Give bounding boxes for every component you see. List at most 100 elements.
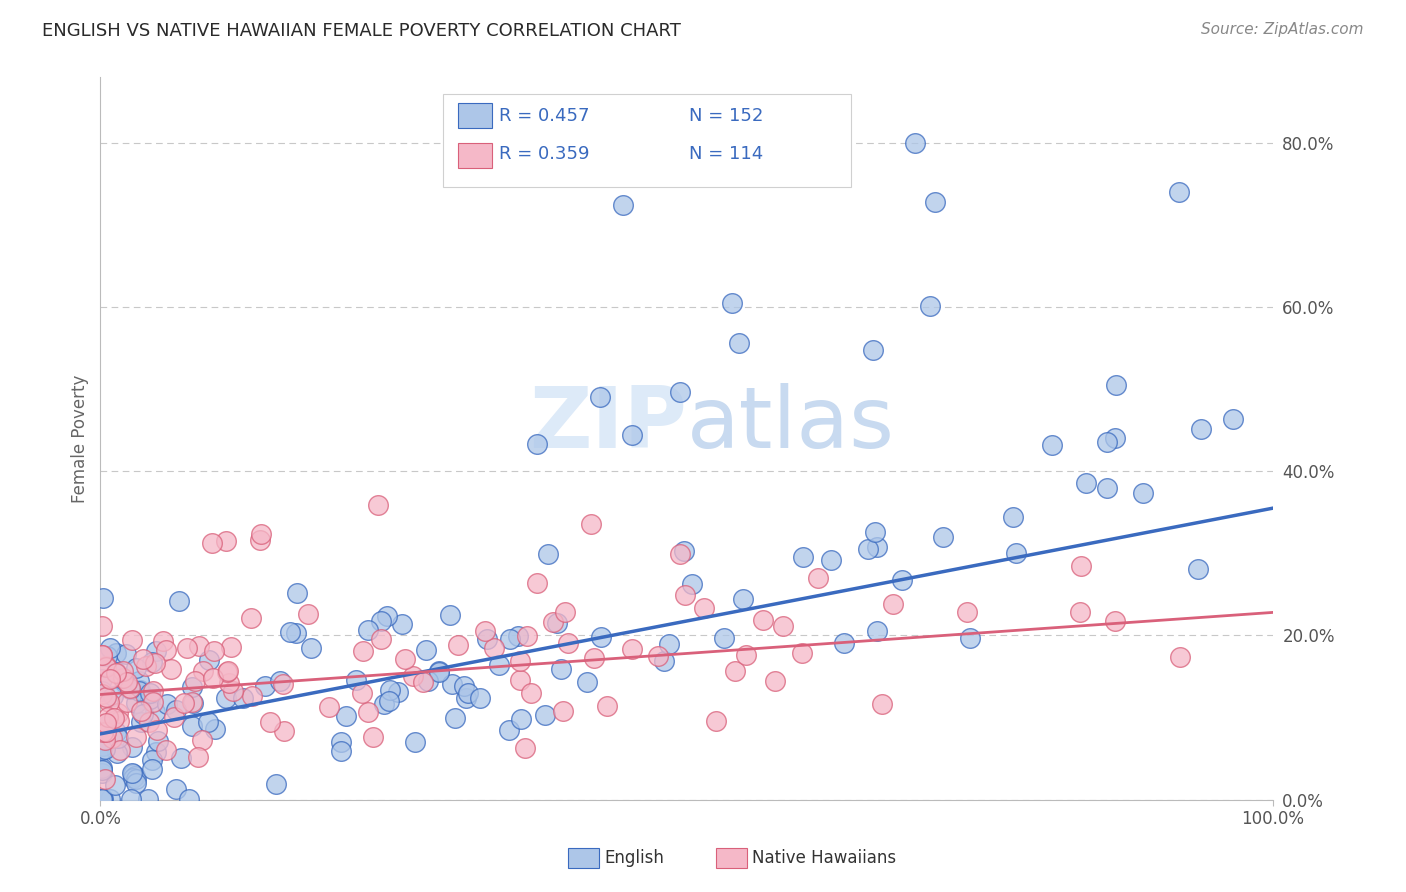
Point [129, 704, 152, 718]
Point [509, 654, 531, 668]
Point [378, 682, 401, 697]
Point [541, 615, 564, 629]
Point [456, 690, 478, 705]
Point [956, 605, 979, 619]
Point [1040, 438, 1063, 452]
Point [890, 574, 912, 588]
Point [240, 611, 263, 625]
Point [499, 632, 522, 646]
Point [533, 708, 555, 723]
Point [125, 661, 148, 675]
Point [266, 776, 288, 790]
Point [98, 672, 121, 686]
Point [143, 656, 166, 670]
Point [90, 791, 112, 805]
Point [141, 655, 163, 669]
Point [918, 299, 941, 313]
Point [93, 723, 115, 737]
Point [453, 679, 475, 693]
Point [115, 675, 138, 690]
Point [285, 586, 308, 600]
Point [792, 550, 814, 565]
Point [90, 761, 112, 775]
Point [173, 697, 195, 711]
Point [90, 648, 112, 663]
Point [141, 762, 163, 776]
Point [142, 684, 165, 698]
Point [866, 540, 889, 554]
Point [105, 746, 128, 760]
Point [166, 703, 188, 717]
Point [138, 714, 160, 729]
Point [124, 769, 146, 783]
Point [181, 719, 204, 733]
Point [202, 644, 225, 658]
Point [772, 619, 794, 633]
Point [350, 686, 373, 700]
Point [1167, 186, 1189, 200]
Point [105, 725, 128, 739]
Point [862, 343, 884, 357]
Point [387, 684, 409, 698]
Point [904, 136, 927, 150]
Point [111, 664, 134, 678]
Point [141, 753, 163, 767]
Point [91, 725, 114, 739]
Point [132, 652, 155, 666]
Point [735, 648, 758, 663]
Point [856, 542, 879, 557]
Point [110, 743, 132, 757]
Point [446, 638, 468, 652]
Point [439, 607, 461, 622]
Point [138, 685, 160, 699]
Point [105, 665, 128, 680]
Point [91, 791, 114, 805]
Point [105, 646, 128, 660]
Point [232, 691, 254, 706]
Point [652, 653, 675, 667]
Point [98, 672, 121, 686]
Point [197, 714, 219, 729]
Point [959, 631, 981, 645]
Point [121, 771, 143, 785]
Point [375, 608, 398, 623]
Point [124, 730, 146, 744]
Point [136, 791, 159, 805]
Point [1104, 432, 1126, 446]
Point [370, 632, 392, 646]
Point [728, 336, 751, 351]
Point [183, 674, 205, 689]
Text: R = 0.457: R = 0.457 [499, 107, 589, 125]
Point [108, 714, 131, 728]
Point [721, 295, 744, 310]
Point [98, 641, 121, 656]
Point [156, 697, 179, 711]
Point [94, 724, 117, 739]
Point [600, 161, 623, 175]
Point [107, 706, 129, 720]
Point [155, 643, 177, 657]
Point [122, 767, 145, 781]
Point [121, 765, 143, 780]
Point [318, 699, 340, 714]
Point [121, 739, 143, 754]
Point [329, 744, 352, 758]
Point [550, 662, 572, 676]
Point [90, 648, 112, 662]
Point [181, 695, 204, 709]
Point [1001, 509, 1024, 524]
Point [90, 791, 112, 805]
Point [673, 588, 696, 602]
Point [271, 677, 294, 691]
Point [924, 195, 946, 210]
Point [373, 697, 395, 711]
Point [931, 530, 953, 544]
Point [299, 640, 322, 655]
Point [278, 625, 301, 640]
Point [589, 630, 612, 644]
Point [330, 735, 353, 749]
Point [176, 640, 198, 655]
Point [870, 697, 893, 711]
Point [160, 662, 183, 676]
Point [1069, 605, 1091, 619]
